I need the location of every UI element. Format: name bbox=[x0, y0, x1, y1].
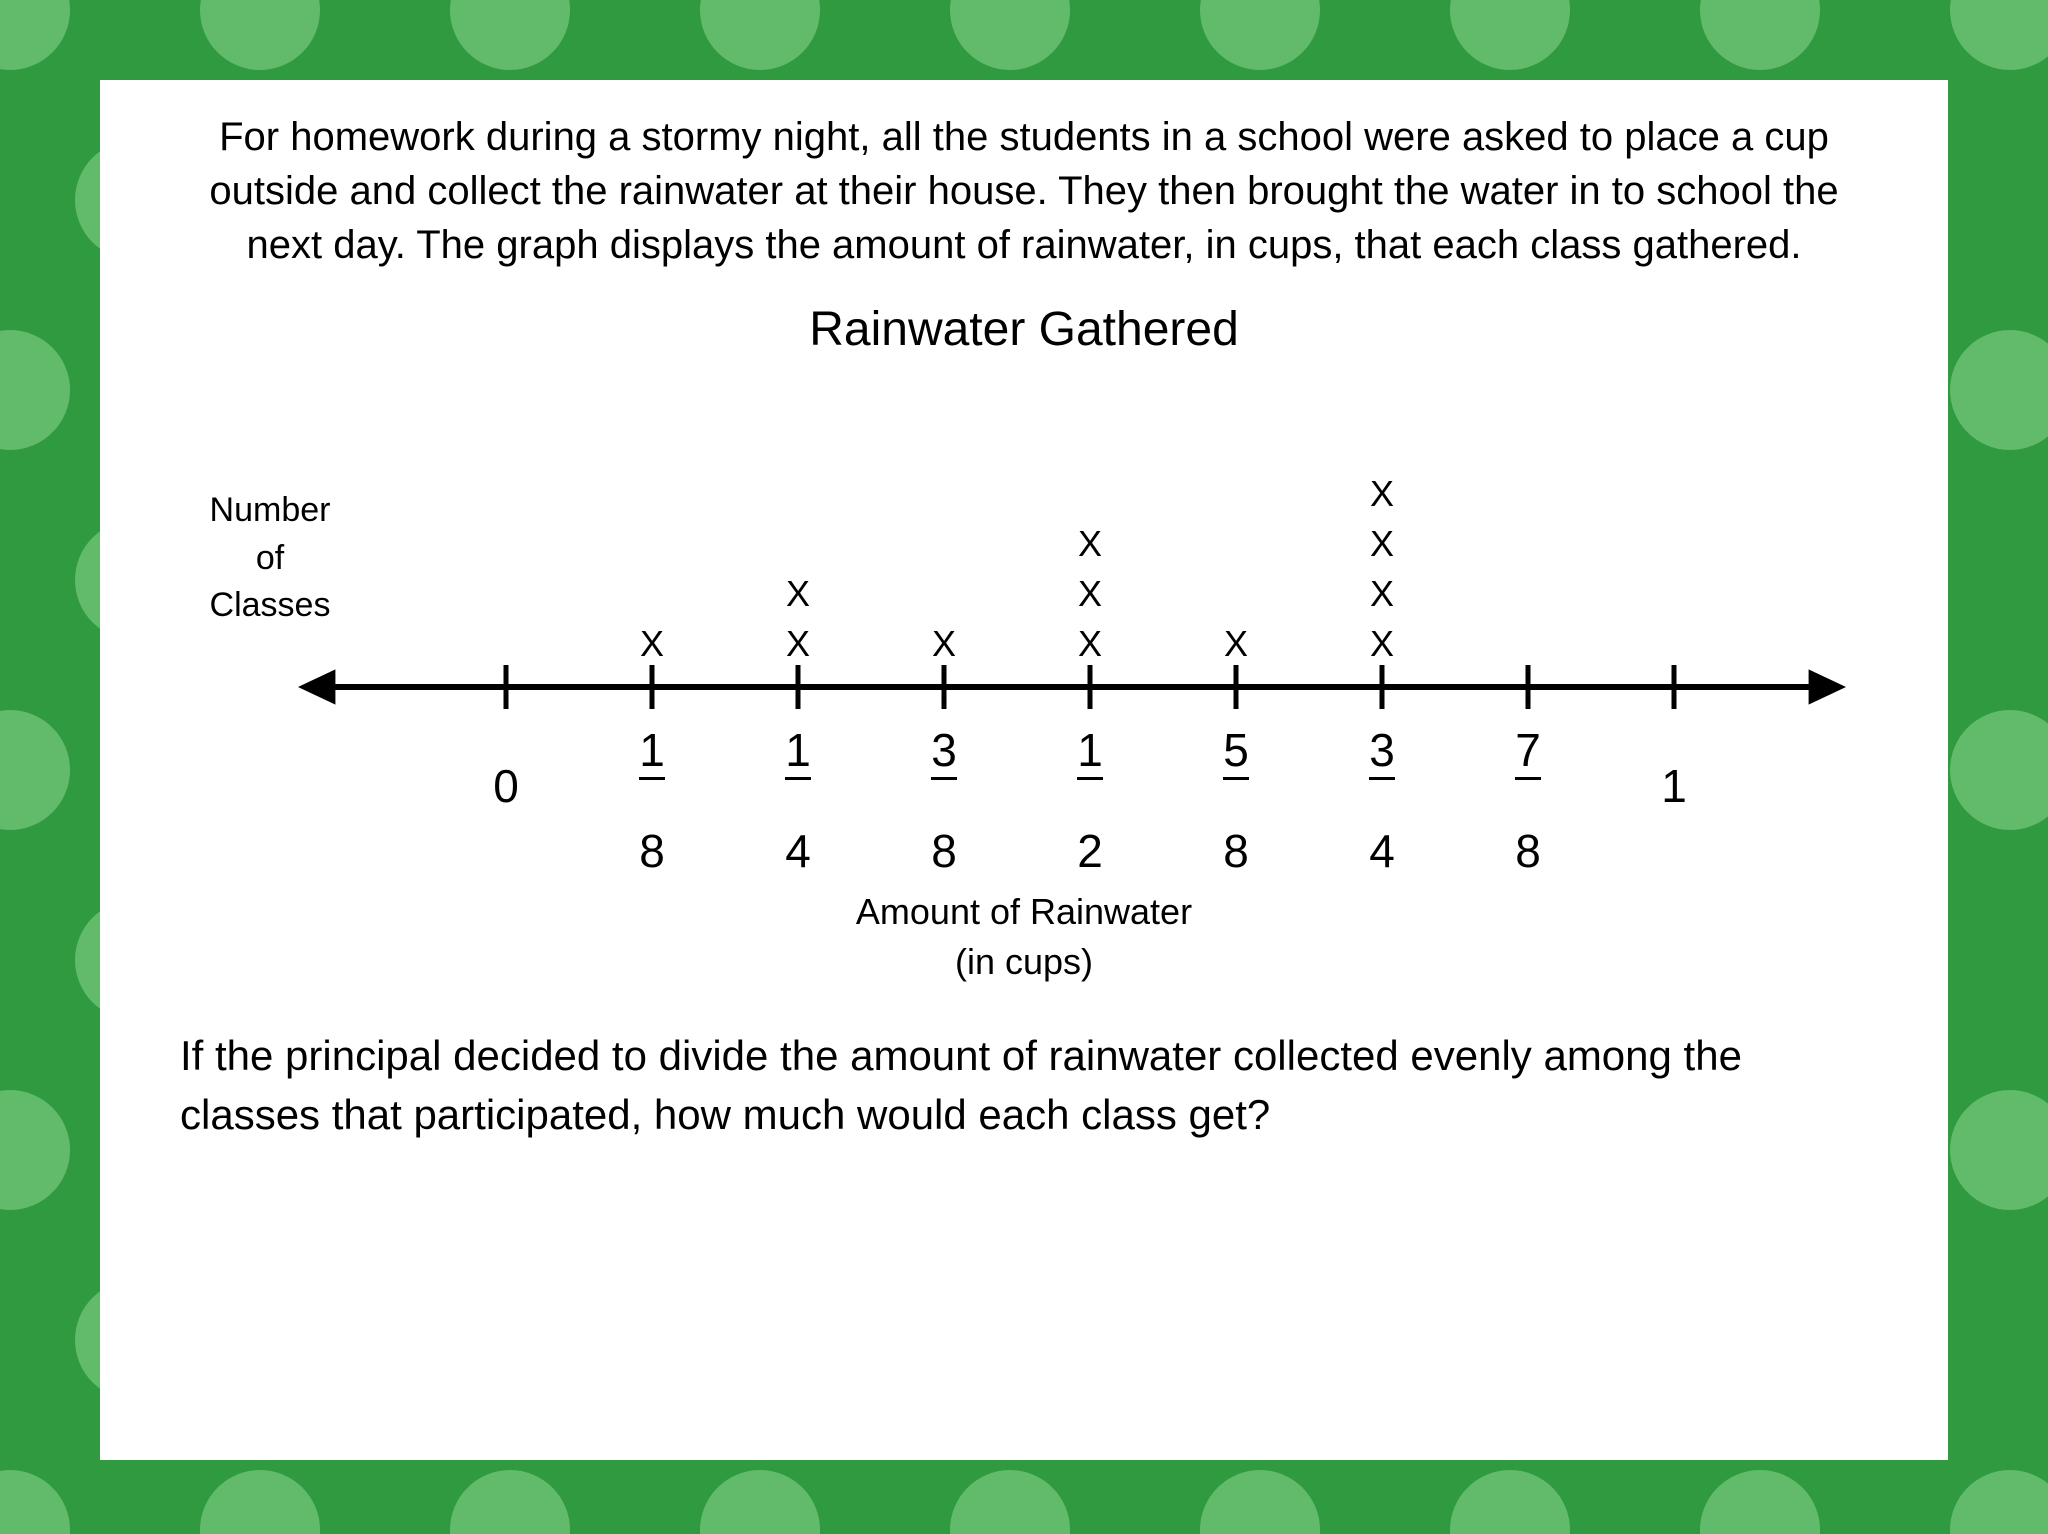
plot-x-mark: X bbox=[1070, 573, 1110, 615]
intro-paragraph: For homework during a stormy night, all … bbox=[174, 110, 1874, 272]
x-axis-label-line: (in cups) bbox=[150, 937, 1898, 987]
tick-label: 1 2 bbox=[1040, 727, 1140, 878]
content-card: For homework during a stormy night, all … bbox=[100, 80, 1948, 1460]
y-axis-label-line: of bbox=[180, 535, 360, 583]
x-axis-label-line: Amount of Rainwater bbox=[150, 887, 1898, 937]
tick-label: 5 8 bbox=[1186, 727, 1286, 878]
plot-x-mark: X bbox=[1362, 573, 1402, 615]
worksheet-frame: For homework during a stormy night, all … bbox=[0, 0, 2048, 1534]
x-axis-label: Amount of Rainwater (in cups) bbox=[150, 887, 1898, 988]
tick-label: 3 8 bbox=[894, 727, 994, 878]
tick-label: 7 8 bbox=[1478, 727, 1578, 878]
plot-x-mark: X bbox=[1216, 623, 1256, 665]
tick-label: 1 bbox=[1624, 759, 1724, 813]
line-plot: Number of Classes 0 1 8 1 4 3 8 1 2 5 8 3 4 7 8… bbox=[150, 377, 1898, 997]
tick-label: 0 bbox=[456, 759, 556, 813]
y-axis-label-line: Classes bbox=[180, 582, 360, 630]
plot-x-mark: X bbox=[1362, 623, 1402, 665]
plot-x-mark: X bbox=[1362, 473, 1402, 515]
plot-x-mark: X bbox=[1362, 523, 1402, 565]
plot-x-mark: X bbox=[778, 573, 818, 615]
tick-label: 3 4 bbox=[1332, 727, 1432, 878]
tick-label: 1 4 bbox=[748, 727, 848, 878]
question-text: If the principal decided to divide the a… bbox=[180, 1027, 1868, 1145]
plot-x-mark: X bbox=[632, 623, 672, 665]
plot-x-mark: X bbox=[924, 623, 964, 665]
plot-x-mark: X bbox=[1070, 523, 1110, 565]
chart-title: Rainwater Gathered bbox=[150, 302, 1898, 357]
y-axis-label: Number of Classes bbox=[180, 487, 360, 630]
tick-label: 1 8 bbox=[602, 727, 702, 878]
plot-x-mark: X bbox=[778, 623, 818, 665]
y-axis-label-line: Number bbox=[180, 487, 360, 535]
plot-x-mark: X bbox=[1070, 623, 1110, 665]
